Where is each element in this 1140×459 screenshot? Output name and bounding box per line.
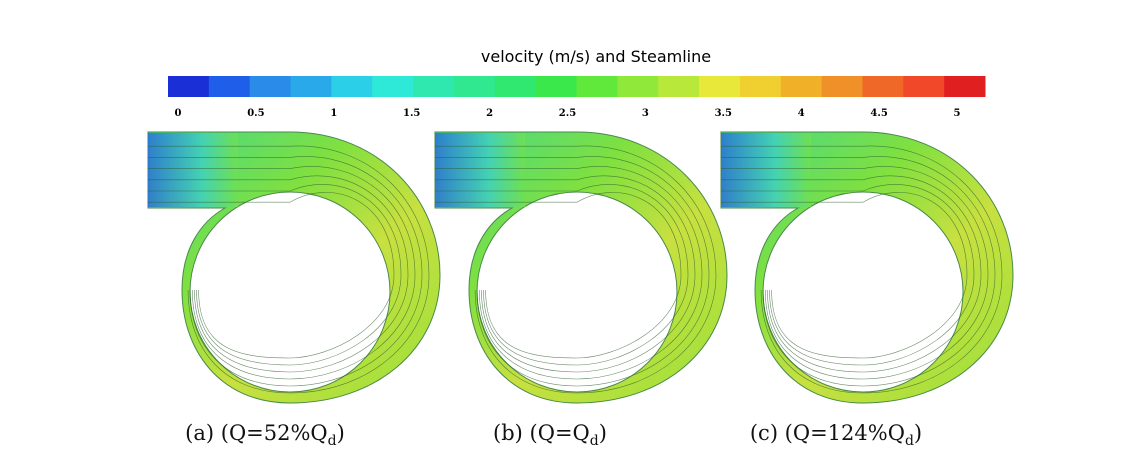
colorbar-segment xyxy=(617,76,659,97)
caption-text: (a) (Q=52%Q xyxy=(185,421,327,445)
streamline xyxy=(435,166,703,380)
panel-caption: (a) (Q=52%Qd) xyxy=(185,421,345,449)
caption-text: (b) (Q=Q xyxy=(493,421,590,445)
colorbar-tick-label: 3 xyxy=(642,108,649,119)
streamline xyxy=(148,166,416,380)
colorbar-segment xyxy=(699,76,741,97)
colorbar-segment xyxy=(494,76,537,97)
colorbar-segment xyxy=(372,76,414,97)
colorbar-segment xyxy=(739,76,782,97)
colorbar-segment xyxy=(821,76,863,97)
colorbar-tick-label: 4.5 xyxy=(870,108,887,119)
streamline xyxy=(148,145,430,394)
volute-inlet xyxy=(721,133,811,207)
colorbar-tick-label: 3.5 xyxy=(715,108,732,119)
caption-end: ) xyxy=(337,421,345,445)
streamline xyxy=(721,166,989,380)
streamline xyxy=(721,156,996,387)
caption-end: ) xyxy=(599,421,607,445)
colorbar-segment xyxy=(413,76,455,97)
colorbar-tick-label: 1.5 xyxy=(403,108,420,119)
volute-panel xyxy=(434,131,728,404)
colorbar-segment xyxy=(535,76,577,97)
colorbar-tick-label: 1 xyxy=(330,108,337,119)
streamline xyxy=(148,156,423,387)
caption-text: (c) (Q=124%Q xyxy=(750,421,905,445)
panel-caption: (b) (Q=Qd) xyxy=(493,421,607,449)
volute-panel xyxy=(720,131,1014,404)
volute-inlet xyxy=(435,133,525,207)
caption-subscript: d xyxy=(905,433,914,449)
panel-caption: (c) (Q=124%Qd) xyxy=(750,421,922,449)
streamline xyxy=(435,192,682,359)
colorbar-title: velocity (m/s) and Steamline xyxy=(481,47,711,66)
colorbar-tick-label: 2 xyxy=(486,108,493,119)
colorbar-segment xyxy=(208,76,251,97)
streamline xyxy=(721,192,968,359)
streamline xyxy=(721,175,982,373)
caption-subscript: d xyxy=(328,433,337,449)
colorbar-segment xyxy=(168,76,210,97)
panels: (a) (Q=52%Qd) (b) (Q=Qd) (c) (Q=124%Qd) xyxy=(147,131,1014,449)
caption-end: ) xyxy=(914,421,922,445)
colorbar-segment xyxy=(780,76,823,97)
volute-inlet xyxy=(148,133,238,207)
streamline xyxy=(721,184,975,366)
streamline xyxy=(435,175,696,373)
caption-subscript: d xyxy=(590,433,599,449)
colorbar-tick-label: 0.5 xyxy=(247,108,264,119)
colorbar-segment xyxy=(862,76,904,97)
streamline xyxy=(435,184,689,366)
colorbar-tick-label: 0 xyxy=(175,108,182,119)
volute-panel xyxy=(147,131,441,404)
colorbar-segment xyxy=(576,76,618,97)
colorbar: 0 0.5 1 1.5 2 2.5 3 3.5 4 4.5 5 xyxy=(168,76,986,119)
streamline xyxy=(721,145,1003,394)
colorbar-segment xyxy=(944,76,986,97)
colorbar-tick-label: 4 xyxy=(798,108,805,119)
streamline xyxy=(148,175,409,373)
streamline xyxy=(148,192,395,359)
colorbar-segment xyxy=(331,76,373,97)
colorbar-segment xyxy=(903,76,945,97)
streamline xyxy=(435,156,710,387)
colorbar-segment xyxy=(249,76,292,97)
streamline xyxy=(148,184,402,366)
streamline xyxy=(435,145,717,394)
colorbar-segment xyxy=(453,76,496,97)
colorbar-tick-label: 2.5 xyxy=(559,108,576,119)
colorbar-tick-label: 5 xyxy=(954,108,961,119)
colorbar-segment xyxy=(290,76,332,97)
colorbar-segment xyxy=(658,76,700,97)
